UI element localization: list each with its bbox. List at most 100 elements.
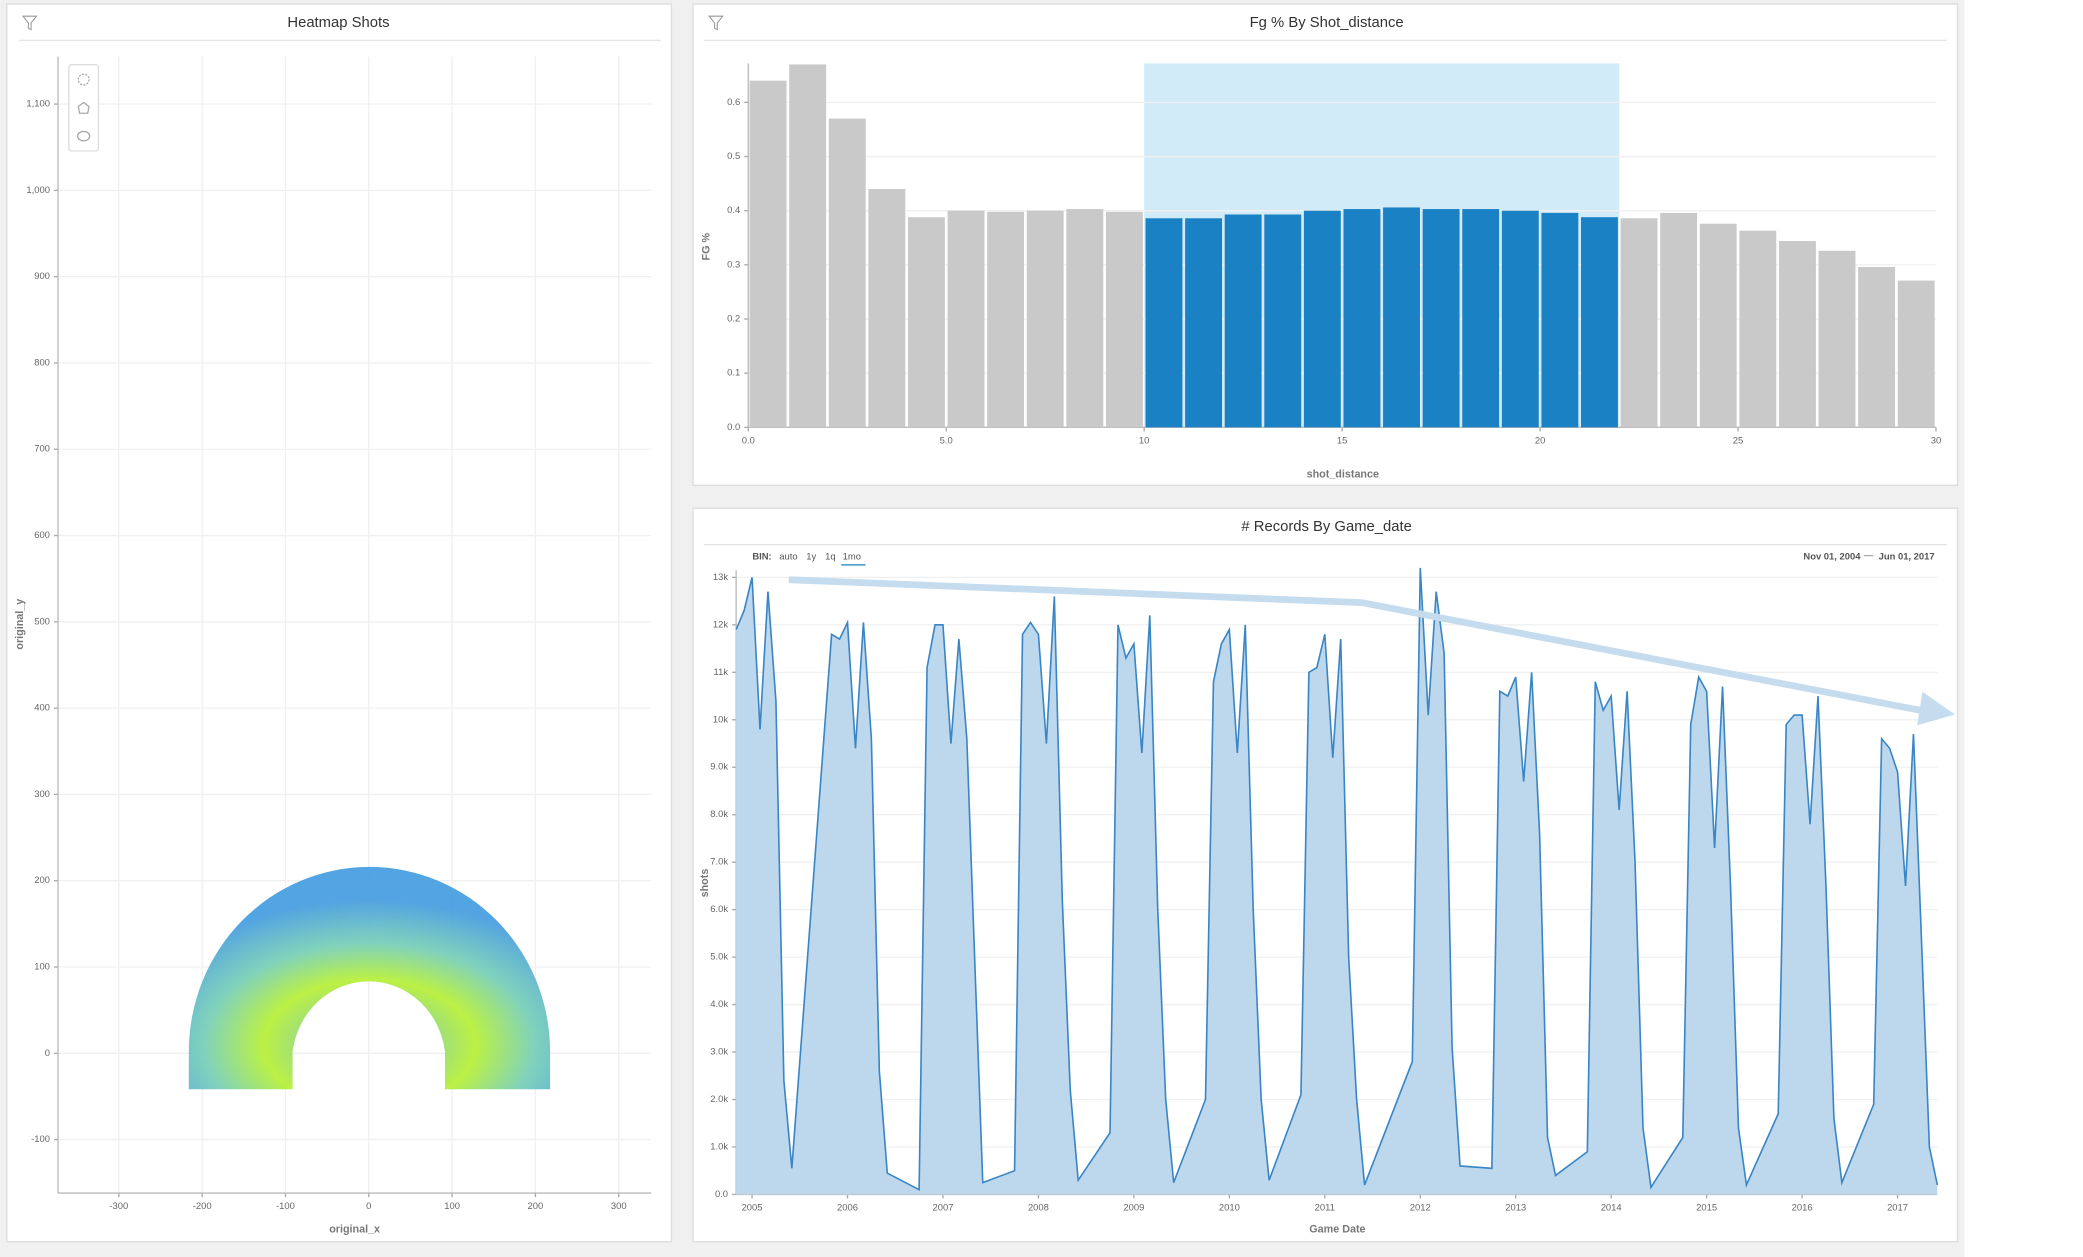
- y-tick-label: 0.1: [727, 367, 740, 378]
- bar: [1343, 209, 1381, 428]
- y-tick-label: 400: [34, 702, 50, 713]
- bar: [1501, 210, 1539, 428]
- range-end: Jun 01, 2017: [1879, 550, 1935, 561]
- y-tick-label: 0.5: [727, 150, 740, 161]
- x-tick-label: 2009: [1123, 1201, 1144, 1212]
- x-tick-label: -100: [276, 1200, 295, 1211]
- bin-option[interactable]: 1q: [825, 550, 835, 561]
- x-tick-label: 2012: [1410, 1201, 1431, 1212]
- x-tick-label: -300: [109, 1200, 128, 1211]
- y-tick-label: 100: [34, 960, 50, 971]
- x-tick-label: 100: [444, 1200, 460, 1211]
- x-tick-label: 2006: [837, 1201, 858, 1212]
- x-axis-title: Game Date: [1309, 1223, 1365, 1235]
- y-tick-label: 1,100: [26, 98, 50, 109]
- x-tick-label: 25: [1733, 434, 1743, 445]
- lasso-tools[interactable]: [68, 64, 100, 152]
- bar: [1303, 210, 1341, 428]
- y-tick-label: 0.0: [727, 421, 740, 432]
- bar: [1185, 218, 1223, 428]
- x-axis-title: original_x: [329, 1223, 380, 1235]
- bar: [1897, 280, 1935, 428]
- bar: [1105, 211, 1143, 428]
- polygon-tool[interactable]: [77, 101, 90, 114]
- filter-icon[interactable]: [708, 15, 724, 31]
- bar: [1066, 209, 1104, 428]
- bar: [868, 189, 906, 428]
- y-tick-label: 10k: [713, 713, 728, 724]
- bar: [1264, 214, 1302, 428]
- bin-option[interactable]: auto: [779, 550, 797, 561]
- y-tick-label: 12k: [713, 618, 728, 629]
- y-axis-title: original_y: [14, 599, 26, 650]
- x-tick-label: 2013: [1505, 1201, 1526, 1212]
- panel-title: Heatmap Shots: [287, 15, 389, 31]
- bin-label: BIN:: [752, 550, 771, 561]
- range-separator: —: [1864, 549, 1874, 560]
- x-tick-label: 5.0: [940, 434, 953, 445]
- x-tick-label: 2007: [932, 1201, 953, 1212]
- bar: [828, 118, 866, 428]
- x-tick-label: 0: [366, 1200, 371, 1211]
- bar: [1620, 218, 1658, 428]
- y-tick-label: 0.3: [727, 258, 740, 269]
- x-tick-label: 2014: [1601, 1201, 1622, 1212]
- y-axis-title: shots: [699, 869, 711, 898]
- x-tick-label: 300: [611, 1200, 627, 1211]
- bar: [749, 80, 787, 428]
- heatmap-density: [188, 866, 551, 1090]
- x-tick-label: 10: [1139, 434, 1149, 445]
- bar: [907, 217, 945, 428]
- bar: [1581, 217, 1618, 428]
- y-tick-label: 200: [34, 874, 50, 885]
- bar: [987, 211, 1025, 428]
- y-tick-label: 7.0k: [710, 856, 728, 867]
- bar: [1739, 230, 1777, 428]
- y-tick-label: 9.0k: [710, 761, 728, 772]
- trend-arrow-head: [1917, 691, 1955, 726]
- area-line: [735, 567, 1939, 1192]
- bar: [1699, 223, 1737, 428]
- y-tick-label: 6.0k: [710, 903, 728, 914]
- y-tick-label: 300: [34, 788, 50, 799]
- x-tick-label: 2017: [1887, 1201, 1908, 1212]
- lasso-tool[interactable]: [76, 130, 91, 142]
- bin-option[interactable]: 1mo: [843, 550, 861, 561]
- y-tick-label: 5.0k: [710, 951, 728, 962]
- panel: [6, 3, 673, 1243]
- x-tick-label: 2016: [1792, 1201, 1813, 1212]
- bar: [1541, 212, 1579, 428]
- y-tick-label: 0.4: [727, 204, 740, 215]
- x-tick-label: 200: [528, 1200, 544, 1211]
- bar: [1224, 214, 1262, 428]
- y-tick-label: 900: [34, 270, 50, 281]
- area-fill: [736, 567, 1938, 1195]
- y-tick-label: 2.0k: [710, 1093, 728, 1104]
- y-tick-label: 3.0k: [710, 1046, 728, 1057]
- bar: [789, 64, 827, 428]
- x-tick-label: -200: [193, 1200, 212, 1211]
- y-tick-label: 0.2: [727, 313, 740, 324]
- bar: [1462, 209, 1500, 428]
- bar: [1383, 207, 1420, 428]
- y-tick-label: 500: [34, 615, 50, 626]
- circle-tool[interactable]: [77, 73, 90, 86]
- x-tick-label: 15: [1337, 434, 1347, 445]
- filter-icon[interactable]: [21, 15, 38, 31]
- y-tick-label: 4.0k: [710, 998, 728, 1009]
- x-tick-label: 2015: [1696, 1201, 1717, 1212]
- bar: [1660, 212, 1698, 428]
- x-tick-label: 2008: [1028, 1201, 1049, 1212]
- bar: [1858, 267, 1896, 428]
- bar: [1422, 209, 1460, 428]
- bin-option[interactable]: 1y: [806, 550, 816, 561]
- x-axis-title: shot_distance: [1307, 468, 1379, 480]
- y-tick-label: 800: [34, 356, 50, 367]
- range-start: Nov 01, 2004: [1803, 550, 1861, 561]
- y-tick-label: 11k: [714, 666, 729, 677]
- bar: [1145, 218, 1183, 428]
- y-tick-label: 600: [34, 529, 50, 540]
- y-tick-label: 0.0: [715, 1188, 728, 1199]
